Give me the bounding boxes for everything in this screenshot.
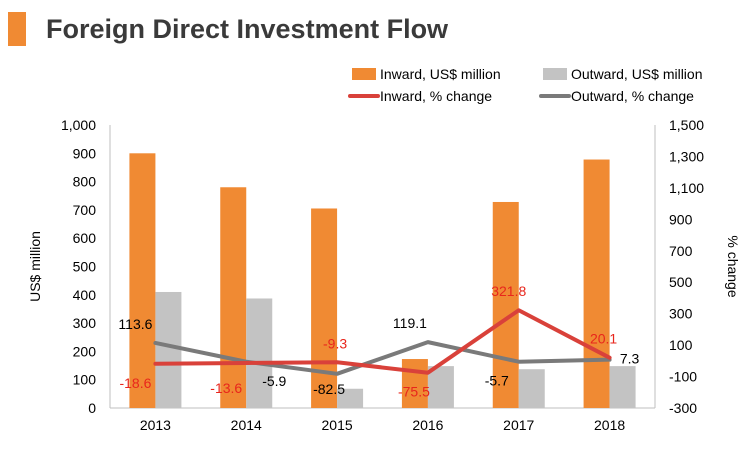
y-tick-label: 400 [73, 287, 97, 303]
x-tick-label: 2013 [140, 417, 171, 433]
outward-change-label: -82.5 [313, 381, 345, 397]
outward-change-label: 119.1 [393, 315, 427, 331]
y-axis-title: US$ million [27, 231, 43, 302]
y2-tick-label: 300 [669, 306, 693, 322]
inward-change-label: -75.5 [398, 384, 430, 400]
outward-bar [155, 291, 182, 408]
inward-bar [401, 359, 428, 408]
inward-change-label: -18.6 [119, 375, 151, 391]
outward-change-label: -5.7 [485, 373, 509, 389]
inward-bar [129, 153, 156, 408]
legend-label: Outward, US$ million [571, 66, 703, 82]
y2-tick-label: 700 [669, 243, 693, 259]
legend-label: Inward, US$ million [380, 66, 501, 82]
inward-change-label: 321.8 [491, 283, 526, 299]
x-tick-label: 2016 [412, 417, 443, 433]
y-tick-label: 900 [73, 145, 97, 161]
y2-tick-label: 900 [669, 211, 693, 227]
y-tick-label: 700 [73, 202, 97, 218]
inward-change-line [153, 308, 612, 375]
inward-bar [583, 159, 610, 408]
x-tick-label: 2014 [231, 417, 262, 433]
legend-swatch [352, 68, 376, 80]
y-tick-label: 0 [88, 400, 96, 416]
x-tick-label: 2015 [322, 417, 353, 433]
title-accent-bar [8, 12, 26, 46]
inward-bar [492, 201, 519, 408]
inward-change-label: 20.1 [590, 331, 617, 347]
y-tick-label: 1,000 [61, 117, 96, 133]
inward-bar [311, 208, 338, 408]
y2-tick-label: 1,100 [669, 180, 704, 196]
legend: Inward, US$ million Outward, US$ million I… [348, 66, 703, 104]
y-tick-label: 500 [73, 259, 97, 275]
y-tick-label: 200 [73, 343, 97, 359]
bars [129, 153, 636, 408]
inward-bar [220, 187, 247, 408]
legend-label: Inward, % change [380, 88, 492, 104]
data-labels: -18.6 -13.6 -9.3 -75.5 321.8 20.1 113.6 -5.9 -82… [118, 283, 639, 399]
outward-change-line [153, 340, 612, 376]
y2-tick-label: -100 [669, 369, 697, 385]
outward-bar [609, 366, 636, 408]
y-tick-label: 300 [73, 315, 97, 331]
y2-tick-label: 500 [669, 274, 693, 290]
y2-tick-label: 100 [669, 337, 693, 353]
outward-bar [518, 369, 545, 408]
x-tick-label: 2018 [594, 417, 625, 433]
outward-change-label: 7.3 [620, 351, 640, 367]
y2-tick-label: -300 [669, 400, 697, 416]
x-tick-label: 2017 [503, 417, 534, 433]
outward-change-label: 113.6 [118, 316, 152, 332]
y2-tick-label: 1,500 [669, 117, 704, 133]
chart-title: Foreign Direct Investment Flow [46, 14, 449, 44]
y-tick-label: 600 [73, 230, 97, 246]
y-tick-label: 800 [73, 174, 97, 190]
legend-label: Outward, % change [571, 88, 694, 104]
y2-tick-label: 1,300 [669, 148, 704, 164]
y-tick-label: 100 [73, 372, 97, 388]
y2-axis-title: % change [725, 235, 741, 297]
legend-swatch [543, 68, 567, 80]
lines [153, 308, 612, 376]
inward-change-label: -13.6 [210, 380, 242, 396]
inward-change-label: -9.3 [323, 335, 347, 351]
outward-bar [337, 388, 364, 408]
outward-bar [427, 366, 454, 408]
axes: 0 100 200 300 400 500 600 700 800 900 1,000 -300 -10… [27, 117, 741, 433]
outward-change-label: -5.9 [262, 373, 286, 389]
outward-bar [246, 298, 273, 408]
